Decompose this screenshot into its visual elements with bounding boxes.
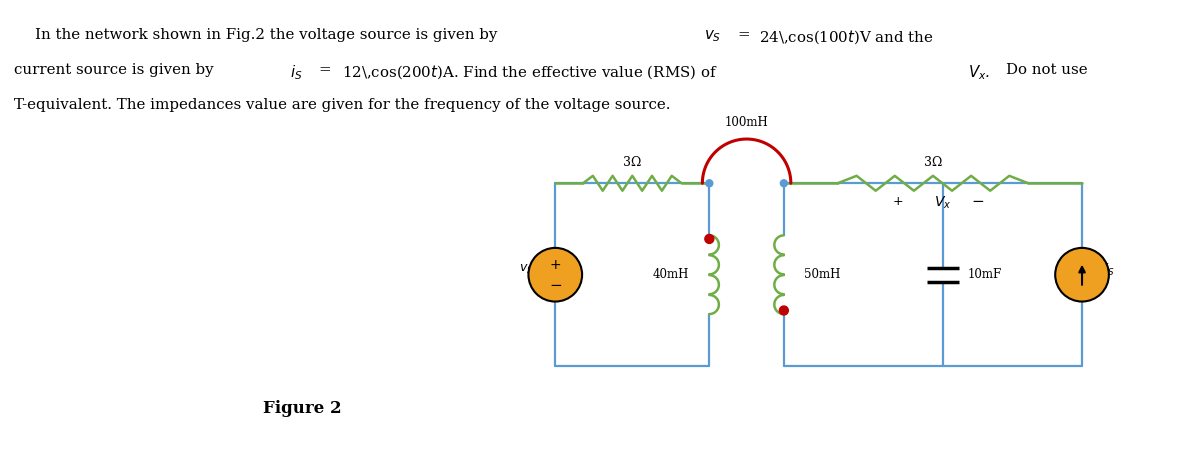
Text: $V_x$.: $V_x$.: [967, 63, 990, 82]
Text: $v_S$: $v_S$: [518, 263, 534, 276]
Text: $i_S$: $i_S$: [290, 63, 302, 82]
Text: 3Ω: 3Ω: [924, 157, 942, 169]
Text: +: +: [550, 258, 562, 272]
Text: 40mH: 40mH: [653, 268, 690, 281]
Text: 3Ω: 3Ω: [623, 157, 642, 169]
Text: 24\,cos(100$t$)V and the: 24\,cos(100$t$)V and the: [760, 28, 934, 46]
Text: −: −: [971, 194, 984, 209]
Text: Do not use: Do not use: [1006, 63, 1087, 77]
Text: $i_S$: $i_S$: [1104, 262, 1115, 278]
Text: +: +: [893, 195, 904, 207]
Text: =: =: [737, 28, 750, 42]
Text: Figure 2: Figure 2: [263, 400, 341, 417]
Circle shape: [779, 306, 788, 315]
Circle shape: [706, 180, 713, 187]
Circle shape: [528, 248, 582, 302]
Text: current source is given by: current source is given by: [13, 63, 214, 77]
Text: =: =: [319, 63, 331, 77]
Text: In the network shown in Fig.2 the voltage source is given by: In the network shown in Fig.2 the voltag…: [36, 28, 498, 42]
Text: 100mH: 100mH: [725, 116, 768, 129]
Text: −: −: [548, 278, 562, 293]
Text: 50mH: 50mH: [804, 268, 840, 281]
Text: $v_S$: $v_S$: [704, 28, 721, 44]
Text: 10mF: 10mF: [967, 268, 1002, 281]
Circle shape: [1055, 248, 1109, 302]
Text: 12\,cos(200$t$)A. Find the effective value (RMS) of: 12\,cos(200$t$)A. Find the effective val…: [342, 63, 718, 81]
Circle shape: [780, 180, 787, 187]
Circle shape: [704, 234, 714, 243]
Text: T-equivalent. The impedances value are given for the frequency of the voltage so: T-equivalent. The impedances value are g…: [13, 98, 670, 112]
Text: $V_x$: $V_x$: [935, 195, 952, 212]
